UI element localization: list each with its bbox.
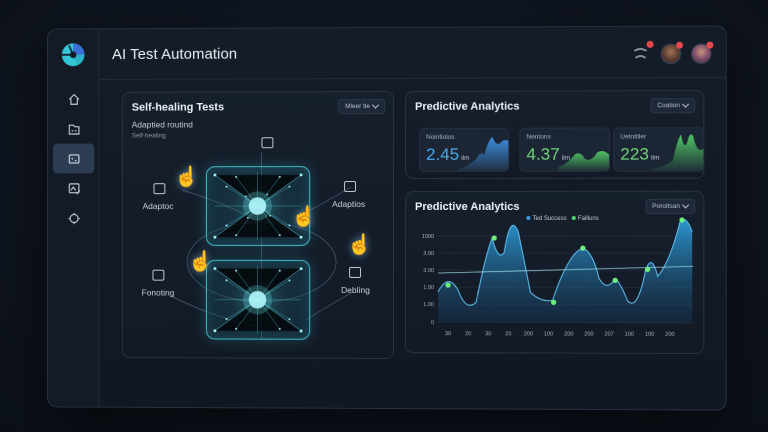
image-check-icon xyxy=(67,182,80,195)
svg-text:3.00: 3.00 xyxy=(423,268,434,274)
hand-cursor-icon: ☝ xyxy=(188,250,213,273)
svg-text:200: 200 xyxy=(584,332,593,338)
node-label-adaptoc: Adaptoc xyxy=(142,201,174,212)
svg-text:1.00: 1.00 xyxy=(423,302,434,308)
settings-circle-icon xyxy=(67,212,80,225)
sidebar-nav xyxy=(48,84,99,233)
svg-text:207: 207 xyxy=(604,332,613,338)
avatar-badge xyxy=(706,41,714,49)
svg-text:3.00: 3.00 xyxy=(423,251,434,257)
app-logo-icon xyxy=(62,43,86,67)
sidebar-item-home[interactable] xyxy=(53,84,94,114)
svg-text:20: 20 xyxy=(465,331,471,337)
lock-icon xyxy=(152,269,165,281)
svg-text:100: 100 xyxy=(625,332,634,338)
node-label-debling: Debling xyxy=(341,284,370,295)
kpi-label: Nointiolos xyxy=(426,133,455,141)
folder-icon xyxy=(67,122,80,135)
kpi-label: Uetnitiler xyxy=(620,133,647,141)
network-graph-icon xyxy=(213,261,304,339)
kpi-label: Nentons xyxy=(526,133,551,141)
terminal-icon xyxy=(67,152,80,165)
network-graph-icon xyxy=(213,172,304,241)
warning-icon xyxy=(349,266,362,278)
calendar-icon xyxy=(344,181,357,193)
predictive-analytics-kpi-panel: Predictive Analytics Coation Nointiolos … xyxy=(404,89,705,179)
sidebar-item-folder[interactable] xyxy=(53,114,94,144)
svg-text:200: 200 xyxy=(524,331,533,337)
area-chart: 1000 3.00 3.00 1.00 1.00 0 30 20 xyxy=(422,217,705,338)
sort-icon xyxy=(153,183,166,195)
network-node-top xyxy=(205,166,311,246)
kpi-sparkline xyxy=(558,151,610,171)
sidebar-item-image[interactable] xyxy=(53,173,94,203)
svg-text:20: 20 xyxy=(505,331,511,337)
user-avatar-2[interactable] xyxy=(691,41,714,64)
sidebar xyxy=(48,29,100,407)
kpi-card-2[interactable]: Nentons 4.37 ilm xyxy=(519,127,611,172)
hand-cursor-icon: ☝ xyxy=(347,233,372,256)
sidebar-item-settings[interactable] xyxy=(53,203,94,233)
svg-text:30: 30 xyxy=(445,331,451,337)
connection-lines xyxy=(123,92,354,360)
svg-text:0: 0 xyxy=(431,320,434,326)
header-actions xyxy=(630,40,714,64)
notification-button[interactable] xyxy=(630,40,654,64)
avatar-badge xyxy=(675,41,684,49)
chevron-down-icon xyxy=(681,100,690,108)
page-title: AI Test Automation xyxy=(112,45,238,64)
svg-text:1000: 1000 xyxy=(422,234,434,240)
notification-badge xyxy=(646,40,654,48)
kpi-card-1[interactable]: Nointiolos 2.45 ilm xyxy=(419,127,510,172)
svg-text:100: 100 xyxy=(544,331,553,337)
svg-text:100: 100 xyxy=(645,332,654,338)
predictive-analytics-chart-panel: Predictive Analytics Poroitsan Ted Succe… xyxy=(404,190,705,355)
app-window: AI Test Automation Self-healing Tests Ad… xyxy=(47,25,727,411)
node-label-adaptios: Adaptios xyxy=(332,199,366,210)
self-healing-panel: Self-healing Tests Adaptied routind Self… xyxy=(121,90,394,360)
kpi-card-3[interactable]: Uetnitiler 223 ilm xyxy=(613,127,705,172)
svg-text:200: 200 xyxy=(665,332,674,338)
svg-text:200: 200 xyxy=(564,331,573,337)
hand-cursor-icon: ☝ xyxy=(174,166,199,189)
node-label-fonoting: Fonoting xyxy=(141,287,175,298)
lock-top-icon xyxy=(261,137,274,149)
network-node-bottom xyxy=(205,259,311,340)
user-avatar-1[interactable] xyxy=(660,41,684,64)
kpi-sparkline xyxy=(652,134,704,171)
kpi-sparkline xyxy=(458,136,509,171)
dropdown-label: Coation xyxy=(657,102,680,110)
panel-title: Predictive Analytics xyxy=(415,100,520,113)
predictive-kpi-dropdown[interactable]: Coation xyxy=(650,98,696,114)
hand-cursor-icon: ☝ xyxy=(291,206,317,228)
header: AI Test Automation xyxy=(99,26,726,80)
svg-text:30: 30 xyxy=(485,331,491,337)
sidebar-item-terminal[interactable] xyxy=(52,143,95,174)
home-icon xyxy=(68,94,80,106)
svg-text:1.00: 1.00 xyxy=(423,285,434,291)
